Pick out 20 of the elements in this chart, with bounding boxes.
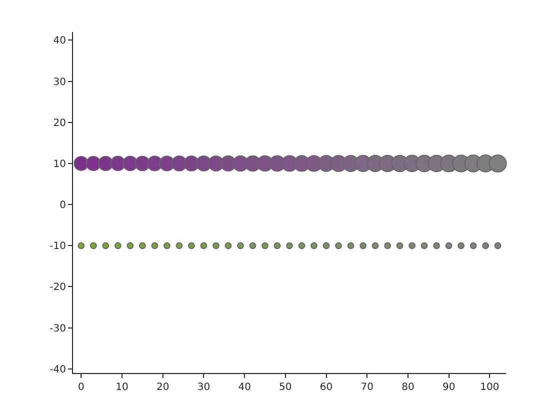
x-tick-label: 60 (320, 382, 333, 393)
x-tick-label: 70 (360, 382, 374, 393)
x-tick-label: 90 (442, 382, 456, 393)
x-tick-label: 30 (197, 382, 210, 393)
y-tick-label: 10 (53, 158, 66, 170)
y-tick-label: -30 (50, 323, 66, 334)
y-tick-label: 30 (53, 76, 66, 88)
x-tick-label: 20 (156, 382, 170, 393)
x-tick-label: 40 (238, 382, 251, 393)
y-tick-label: 20 (53, 118, 66, 129)
x-tick-label: 0 (78, 382, 84, 393)
y-tick-label: -10 (50, 241, 66, 252)
x-tick-label: 50 (279, 382, 292, 393)
y-tick-label: 0 (60, 200, 66, 212)
x-tick-label: 100 (480, 382, 500, 393)
x-tick-label: 80 (402, 382, 414, 393)
y-tick-label: 40 (53, 36, 66, 47)
y-tick-label: -20 (50, 282, 66, 294)
y-tick-label: -40 (50, 364, 66, 376)
x-tick-label: 10 (116, 382, 128, 393)
